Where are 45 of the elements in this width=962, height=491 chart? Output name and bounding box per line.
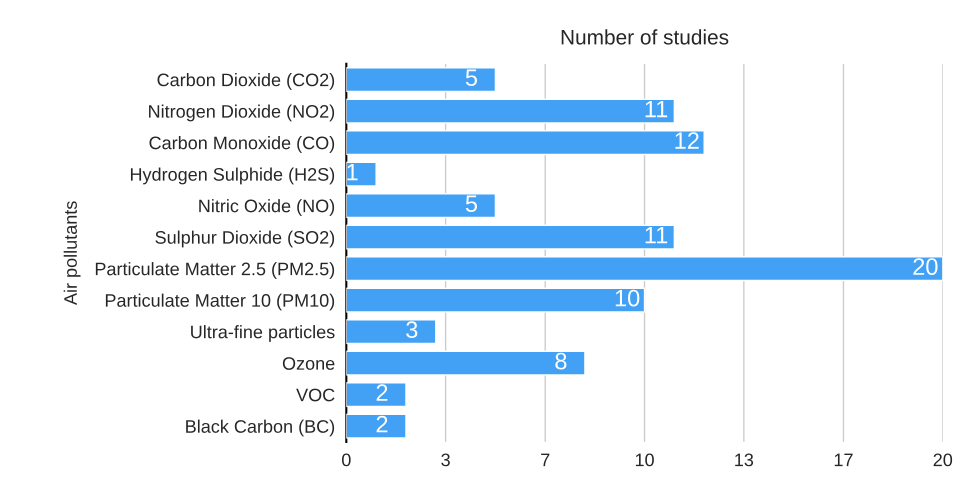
- data-label: 12: [675, 132, 699, 149]
- data-label: 5: [466, 195, 478, 212]
- x-tick-label: 10: [636, 453, 654, 466]
- bar: [346, 288, 646, 313]
- y-tick-label: Sulphur Dioxide (SO2): [155, 230, 334, 248]
- bar: [346, 319, 436, 344]
- x-tick-label: 20: [934, 453, 952, 466]
- data-label: 11: [646, 226, 668, 244]
- data-label: 1: [347, 164, 358, 180]
- y-tick-label: Nitrogen Dioxide (NO2): [149, 104, 334, 122]
- data-label: 8: [555, 352, 566, 370]
- bar: [346, 224, 676, 250]
- x-axis-title: Number of studies: [562, 29, 728, 45]
- y-tick-label: Black Carbon (BC): [186, 420, 334, 436]
- y-tick-label: Carbon Monoxide (CO): [149, 136, 334, 153]
- x-tick-label: 13: [735, 453, 754, 466]
- data-label: 5: [466, 69, 478, 86]
- data-label: 2: [376, 416, 388, 432]
- y-tick-label: Particulate Matter 10 (PM10): [106, 294, 334, 310]
- bar: [346, 193, 496, 218]
- bar: [346, 350, 586, 376]
- x-tick-label: 7: [541, 454, 550, 466]
- data-label: 2: [376, 384, 388, 401]
- data-label: 20: [913, 258, 938, 275]
- x-tick-label: 3: [441, 453, 450, 466]
- y-tick-label: Hydrogen Sulphide (H2S): [130, 168, 334, 184]
- bar: [346, 98, 676, 124]
- bar: [346, 382, 407, 408]
- y-tick-label: Particulate Matter 2.5 (PM2.5): [96, 262, 334, 279]
- bar: [346, 130, 705, 156]
- y-tick-label: Ultra-fine particles: [191, 325, 335, 342]
- bar: [346, 162, 377, 187]
- y-tick-label: Nitric Oxide (NO): [199, 199, 334, 216]
- y-tick-label: Carbon Dioxide (CO2): [158, 73, 334, 90]
- y-tick-label: VOC: [296, 388, 335, 402]
- x-tick-label: 0: [342, 453, 351, 466]
- bar: [346, 414, 407, 439]
- data-label: 3: [406, 321, 418, 338]
- y-tick-label: Ozone: [282, 357, 334, 370]
- y-axis-title: Air pollutants: [64, 201, 81, 306]
- data-label: 10: [616, 290, 640, 306]
- x-tick-label: 17: [834, 454, 853, 466]
- data-label: 11: [646, 100, 668, 118]
- bar: [346, 67, 496, 92]
- bar: [346, 256, 943, 282]
